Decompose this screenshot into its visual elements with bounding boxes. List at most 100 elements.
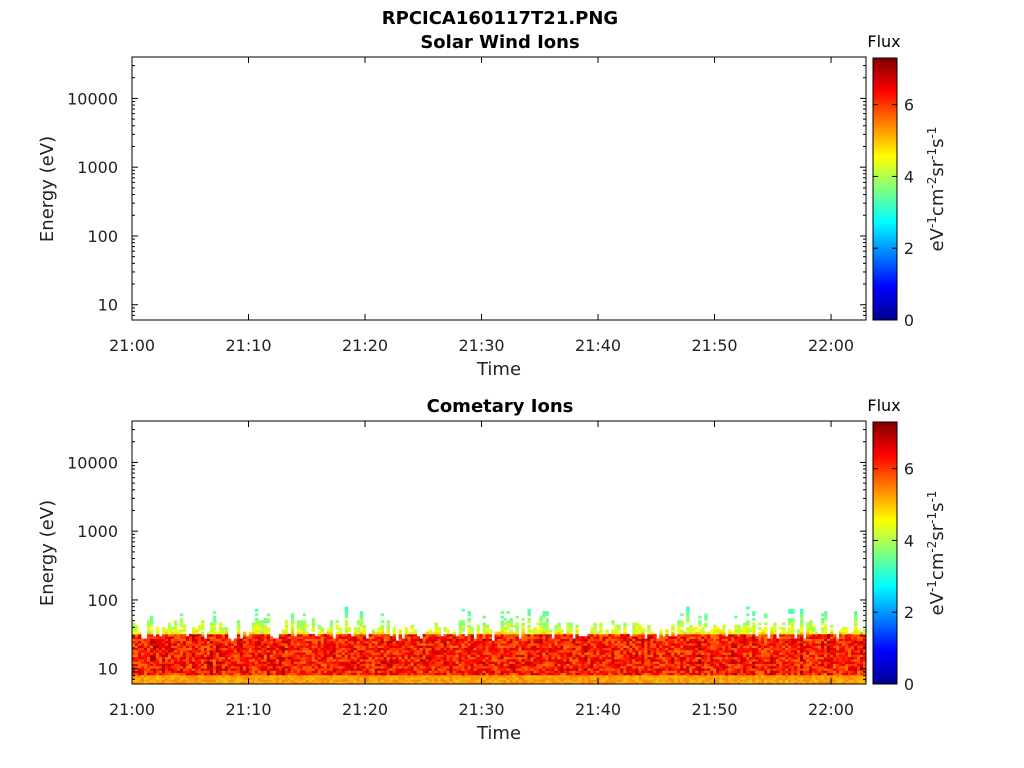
heatmap-cell	[203, 647, 208, 651]
heatmap-cell	[347, 672, 352, 676]
heatmap-cell	[161, 640, 166, 644]
y-tick-label: 1000	[77, 158, 118, 177]
heatmap-cell	[545, 681, 549, 684]
heatmap-cell	[257, 627, 262, 630]
heatmap-cell	[188, 661, 193, 664]
heatmap-cell	[707, 643, 711, 646]
heatmap-cell	[662, 658, 666, 662]
heatmap-cell	[476, 672, 480, 676]
heatmap-cell	[257, 681, 262, 684]
heatmap-cell	[356, 640, 361, 644]
heatmap-cell	[542, 672, 546, 676]
heatmap-cell	[521, 633, 525, 637]
heatmap-cell	[608, 658, 612, 662]
heatmap-cell	[326, 672, 331, 676]
heatmap-cell	[410, 652, 415, 655]
heatmap-cell	[611, 681, 615, 684]
heatmap-cell	[656, 654, 660, 658]
heatmap-cell	[359, 615, 364, 619]
heatmap-cell	[368, 640, 373, 644]
heatmap-cell	[209, 645, 214, 648]
heatmap-cell	[548, 674, 552, 678]
heatmap-cell	[698, 622, 702, 626]
heatmap-cell	[656, 661, 660, 664]
heatmap-cell	[191, 654, 196, 658]
heatmap-cell	[137, 631, 142, 635]
heatmap-cell	[563, 661, 567, 664]
heatmap-cell	[533, 658, 537, 662]
heatmap-cell	[605, 629, 609, 633]
heatmap-cell	[620, 665, 624, 669]
heatmap-cell	[254, 638, 259, 642]
heatmap-cell	[476, 638, 480, 642]
heatmap-cell	[506, 654, 510, 658]
heatmap-cell	[395, 679, 400, 683]
heatmap-cell	[512, 645, 516, 648]
heatmap-cell	[233, 652, 238, 655]
heatmap-cell	[656, 665, 660, 669]
heatmap-cell	[515, 636, 519, 639]
heatmap-cell	[218, 622, 223, 626]
heatmap-cell	[494, 670, 498, 674]
heatmap-cell	[695, 674, 699, 678]
heatmap-cell	[500, 640, 504, 644]
heatmap-cell	[173, 663, 178, 667]
heatmap-cell	[188, 681, 193, 684]
heatmap-cell	[359, 613, 364, 617]
heatmap-cell	[329, 681, 334, 684]
heatmap-cell	[587, 654, 591, 658]
heatmap-cell	[392, 674, 397, 678]
heatmap-cell	[458, 638, 462, 642]
heatmap-cell	[335, 624, 340, 628]
heatmap-cell	[404, 629, 409, 633]
heatmap-cell	[302, 661, 307, 664]
heatmap-cell	[680, 672, 684, 676]
heatmap-cell	[428, 681, 432, 684]
heatmap-cell	[710, 643, 714, 646]
heatmap-cell	[509, 654, 513, 658]
heatmap-cell	[392, 649, 397, 653]
heatmap-cell	[224, 652, 229, 655]
heatmap-cell	[266, 618, 271, 621]
heatmap-cell	[251, 679, 256, 683]
heatmap-cell	[356, 633, 361, 637]
heatmap-cell	[236, 654, 241, 658]
heatmap-cell	[194, 647, 199, 651]
heatmap-cell	[533, 654, 537, 658]
heatmap-cell	[698, 672, 702, 676]
heatmap-cell	[251, 622, 256, 626]
heatmap-cell	[644, 643, 648, 646]
heatmap-cell	[686, 670, 690, 674]
heatmap-cell	[233, 668, 238, 671]
heatmap-cell	[491, 672, 495, 676]
heatmap-cell	[674, 645, 678, 648]
y-tick-label: 10	[98, 296, 118, 315]
heatmap-cell	[305, 681, 310, 684]
heatmap-cell	[263, 643, 268, 646]
heatmap-cell	[488, 633, 492, 637]
heatmap-cell	[482, 670, 486, 674]
heatmap-cell	[164, 652, 169, 655]
heatmap-cell	[566, 649, 570, 653]
heatmap-cell	[215, 638, 220, 642]
heatmap-cell	[665, 668, 669, 671]
heatmap-cell	[677, 629, 681, 633]
heatmap-cell	[668, 674, 672, 678]
heatmap-cell	[135, 677, 139, 680]
heatmap-cell	[194, 679, 199, 683]
heatmap-cell	[518, 643, 522, 646]
heatmap-cell	[401, 665, 406, 669]
heatmap-cell	[368, 668, 373, 671]
heatmap-cell	[533, 681, 537, 684]
heatmap-cell	[341, 661, 346, 664]
heatmap-cell	[149, 615, 154, 619]
heatmap-cell	[419, 661, 424, 664]
heatmap-cell	[218, 656, 223, 660]
heatmap-cell	[467, 677, 471, 680]
heatmap-cell	[497, 661, 501, 664]
heatmap-cell	[512, 679, 516, 683]
heatmap-cell	[206, 636, 211, 639]
x-ticks: 21:00 21:10 21:20 21:30 21:40 21:50 22:00	[109, 57, 854, 355]
heatmap-cell	[716, 631, 720, 635]
heatmap-cell	[419, 679, 424, 683]
